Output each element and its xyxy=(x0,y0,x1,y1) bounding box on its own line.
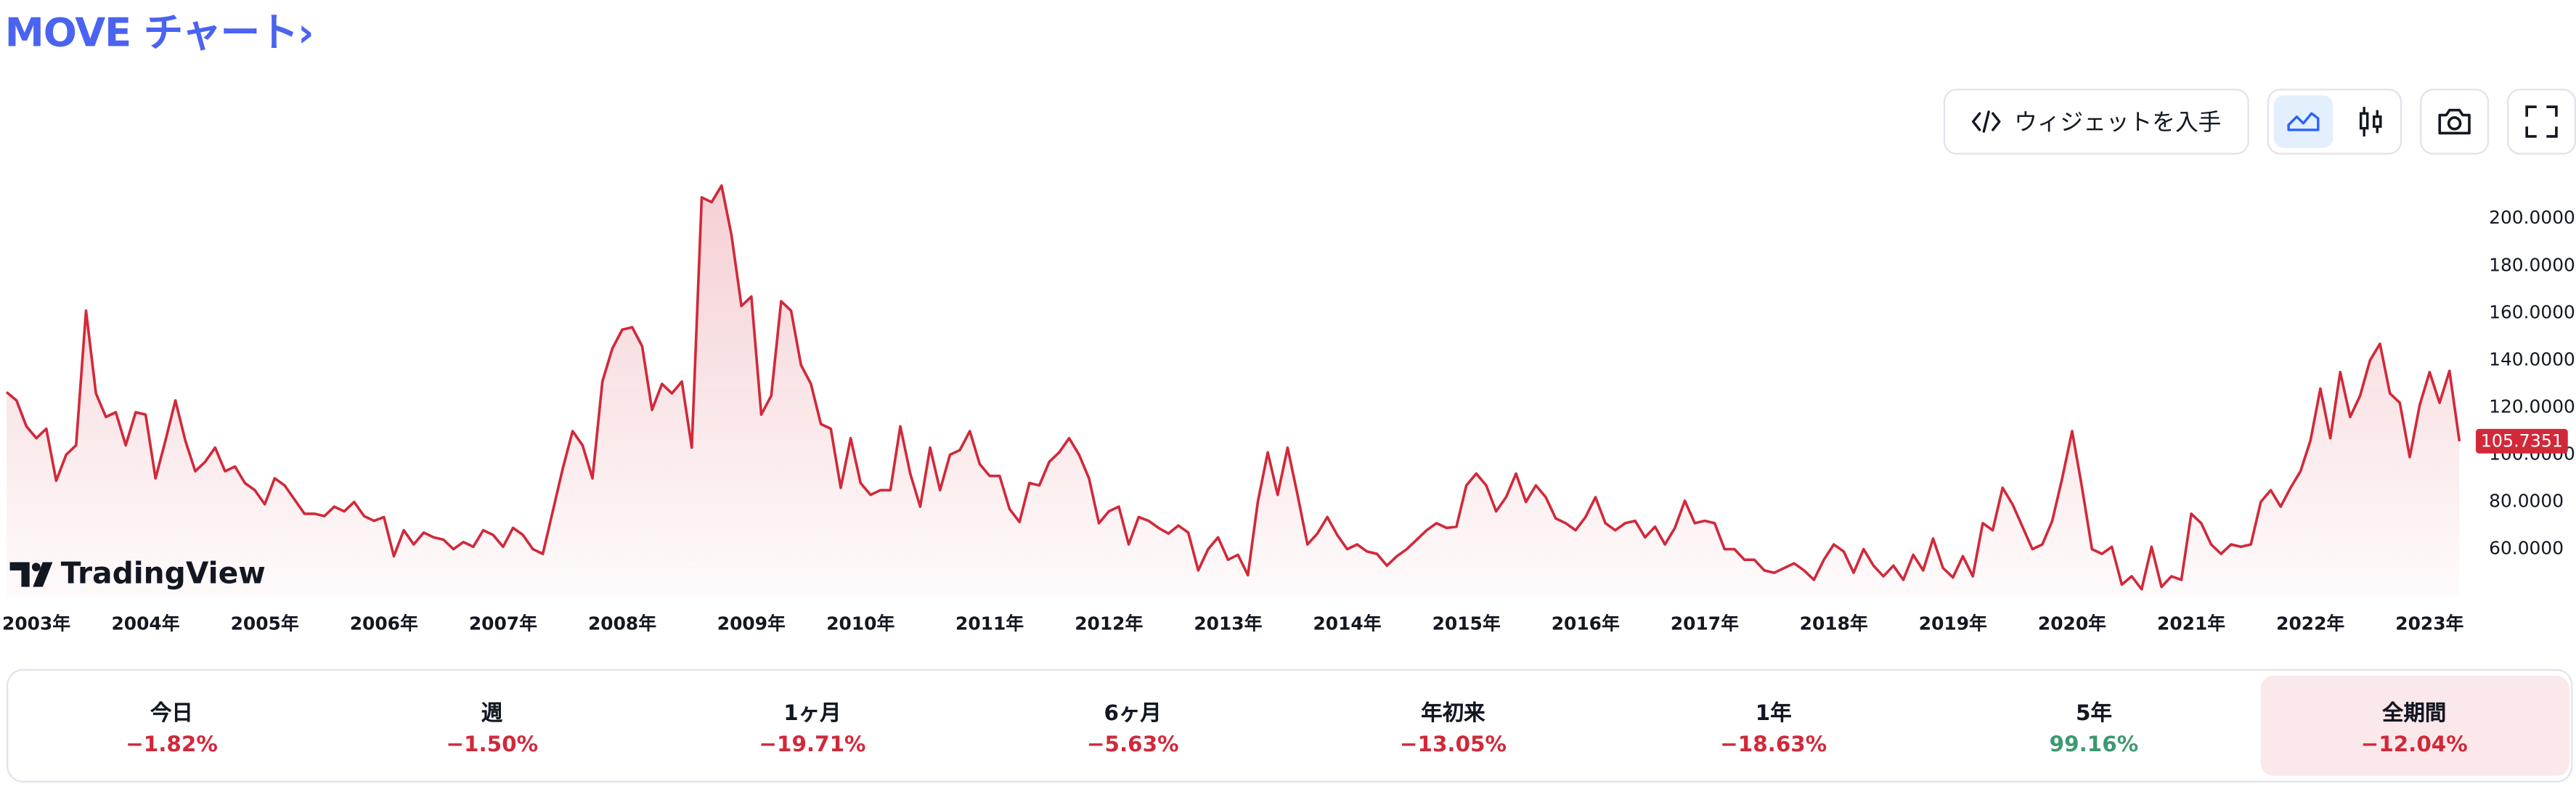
x-tick-label: 2021年 xyxy=(2157,613,2225,634)
area-icon xyxy=(2286,112,2319,131)
period-change: −18.63% xyxy=(1720,733,1827,758)
last-value-badge xyxy=(2476,428,2568,454)
x-tick-label: 2023年 xyxy=(2395,613,2463,634)
performance-cell[interactable]: 年初来 −13.05% xyxy=(1299,676,1607,776)
performance-panel: 今日 −1.82% 週 −1.50% 1ヶ月 −19.71% 6ヶ月 −5.63% 年初来 −13… xyxy=(7,669,2573,782)
fullscreen-button[interactable] xyxy=(2507,89,2576,155)
x-tick-label: 2016年 xyxy=(1552,613,1620,634)
period-change: 99.16% xyxy=(2049,733,2139,758)
x-tick-label: 2017年 xyxy=(1671,613,1739,634)
period-change: −1.50% xyxy=(446,733,539,758)
last-value-label: 105.7351 xyxy=(2481,430,2563,451)
performance-cell[interactable]: 1ヶ月 −19.71% xyxy=(658,676,966,776)
price-line xyxy=(5,184,2461,591)
screenshot-button[interactable] xyxy=(2420,89,2490,155)
performance-cell[interactable]: 全期間 −12.04% xyxy=(2259,675,2569,776)
performance-cell[interactable]: 5年 99.16% xyxy=(1939,676,2248,776)
y-tick-label: 80.0000 xyxy=(2489,491,2564,512)
x-tick-label: 2014年 xyxy=(1313,613,1381,634)
x-tick-label: 2008年 xyxy=(588,613,656,634)
y-tick-label: 180.0000 xyxy=(2489,254,2575,275)
period-label: 週 xyxy=(481,701,503,727)
performance-cell[interactable]: 1年 −18.63% xyxy=(1619,676,1928,776)
x-tick-label: 2010年 xyxy=(826,613,894,634)
period-label: 年初来 xyxy=(1421,701,1485,727)
area-style-button[interactable] xyxy=(2273,95,2333,148)
period-change: −12.04% xyxy=(2360,733,2468,758)
y-tick-label: 120.0000 xyxy=(2489,396,2575,417)
y-tick-label: 60.0000 xyxy=(2489,538,2564,559)
area xyxy=(7,185,2460,597)
period-label: 今日 xyxy=(150,701,193,727)
x-tick-label: 2012年 xyxy=(1075,613,1143,634)
candle-icon xyxy=(2360,107,2383,136)
x-tick-label: 2018年 xyxy=(1800,613,1868,634)
x-tick-label: 2015年 xyxy=(1432,613,1501,634)
logo-mark xyxy=(9,562,30,587)
performance-cell[interactable]: 週 −1.50% xyxy=(338,676,646,776)
period-label: 1年 xyxy=(1755,701,1792,727)
chart: 60.000080.0000100.0000120.0000140.000016… xyxy=(2,184,2575,634)
x-tick-label: 2004年 xyxy=(111,613,179,634)
period-label: 全期間 xyxy=(2382,701,2447,727)
logo-mark xyxy=(33,562,53,587)
x-tick-label: 2022年 xyxy=(2276,613,2344,634)
performance-cell[interactable]: 6ヶ月 −5.63% xyxy=(978,676,1287,776)
performance-cell[interactable]: 今日 −1.82% xyxy=(17,676,326,776)
y-tick-label: 160.0000 xyxy=(2489,301,2575,322)
x-tick-label: 2020年 xyxy=(2038,613,2106,634)
chart-style-toggle xyxy=(2267,89,2402,155)
camera-icon xyxy=(2438,108,2471,135)
x-tick-label: 2003年 xyxy=(2,613,70,634)
logo-mark xyxy=(31,563,41,572)
y-tick-label: 140.0000 xyxy=(2489,348,2575,369)
x-tick-label: 2005年 xyxy=(231,613,299,634)
x-tick-label: 2013年 xyxy=(1194,613,1262,634)
period-label: 5年 xyxy=(2075,701,2112,727)
x-tick-label: 2007年 xyxy=(469,613,537,634)
fullscreen-icon xyxy=(2525,105,2558,138)
x-tick-label: 2011年 xyxy=(955,613,1024,634)
period-label: 1ヶ月 xyxy=(783,701,841,727)
period-change: −13.05% xyxy=(1399,733,1507,758)
code-icon xyxy=(1971,110,2001,133)
chart-link-title[interactable]: MOVE チャート› xyxy=(4,9,314,56)
widget-button-label: ウィジェットを入手 xyxy=(2014,110,2222,136)
tradingview-logo: TradingView xyxy=(9,556,266,591)
y-tick-label: 200.0000 xyxy=(2489,207,2575,228)
candle-style-button[interactable] xyxy=(2342,95,2400,147)
brand-text: TradingView xyxy=(61,556,266,591)
period-label: 6ヶ月 xyxy=(1104,701,1162,727)
x-tick-label: 2009年 xyxy=(717,613,786,634)
period-change: −5.63% xyxy=(1086,733,1179,758)
widget-button[interactable]: ウィジェットを入手 xyxy=(1943,89,2249,155)
period-change: −1.82% xyxy=(126,733,218,758)
x-tick-label: 2006年 xyxy=(350,613,418,634)
period-change: −19.71% xyxy=(759,733,866,758)
x-tick-label: 2019年 xyxy=(1919,613,1987,634)
